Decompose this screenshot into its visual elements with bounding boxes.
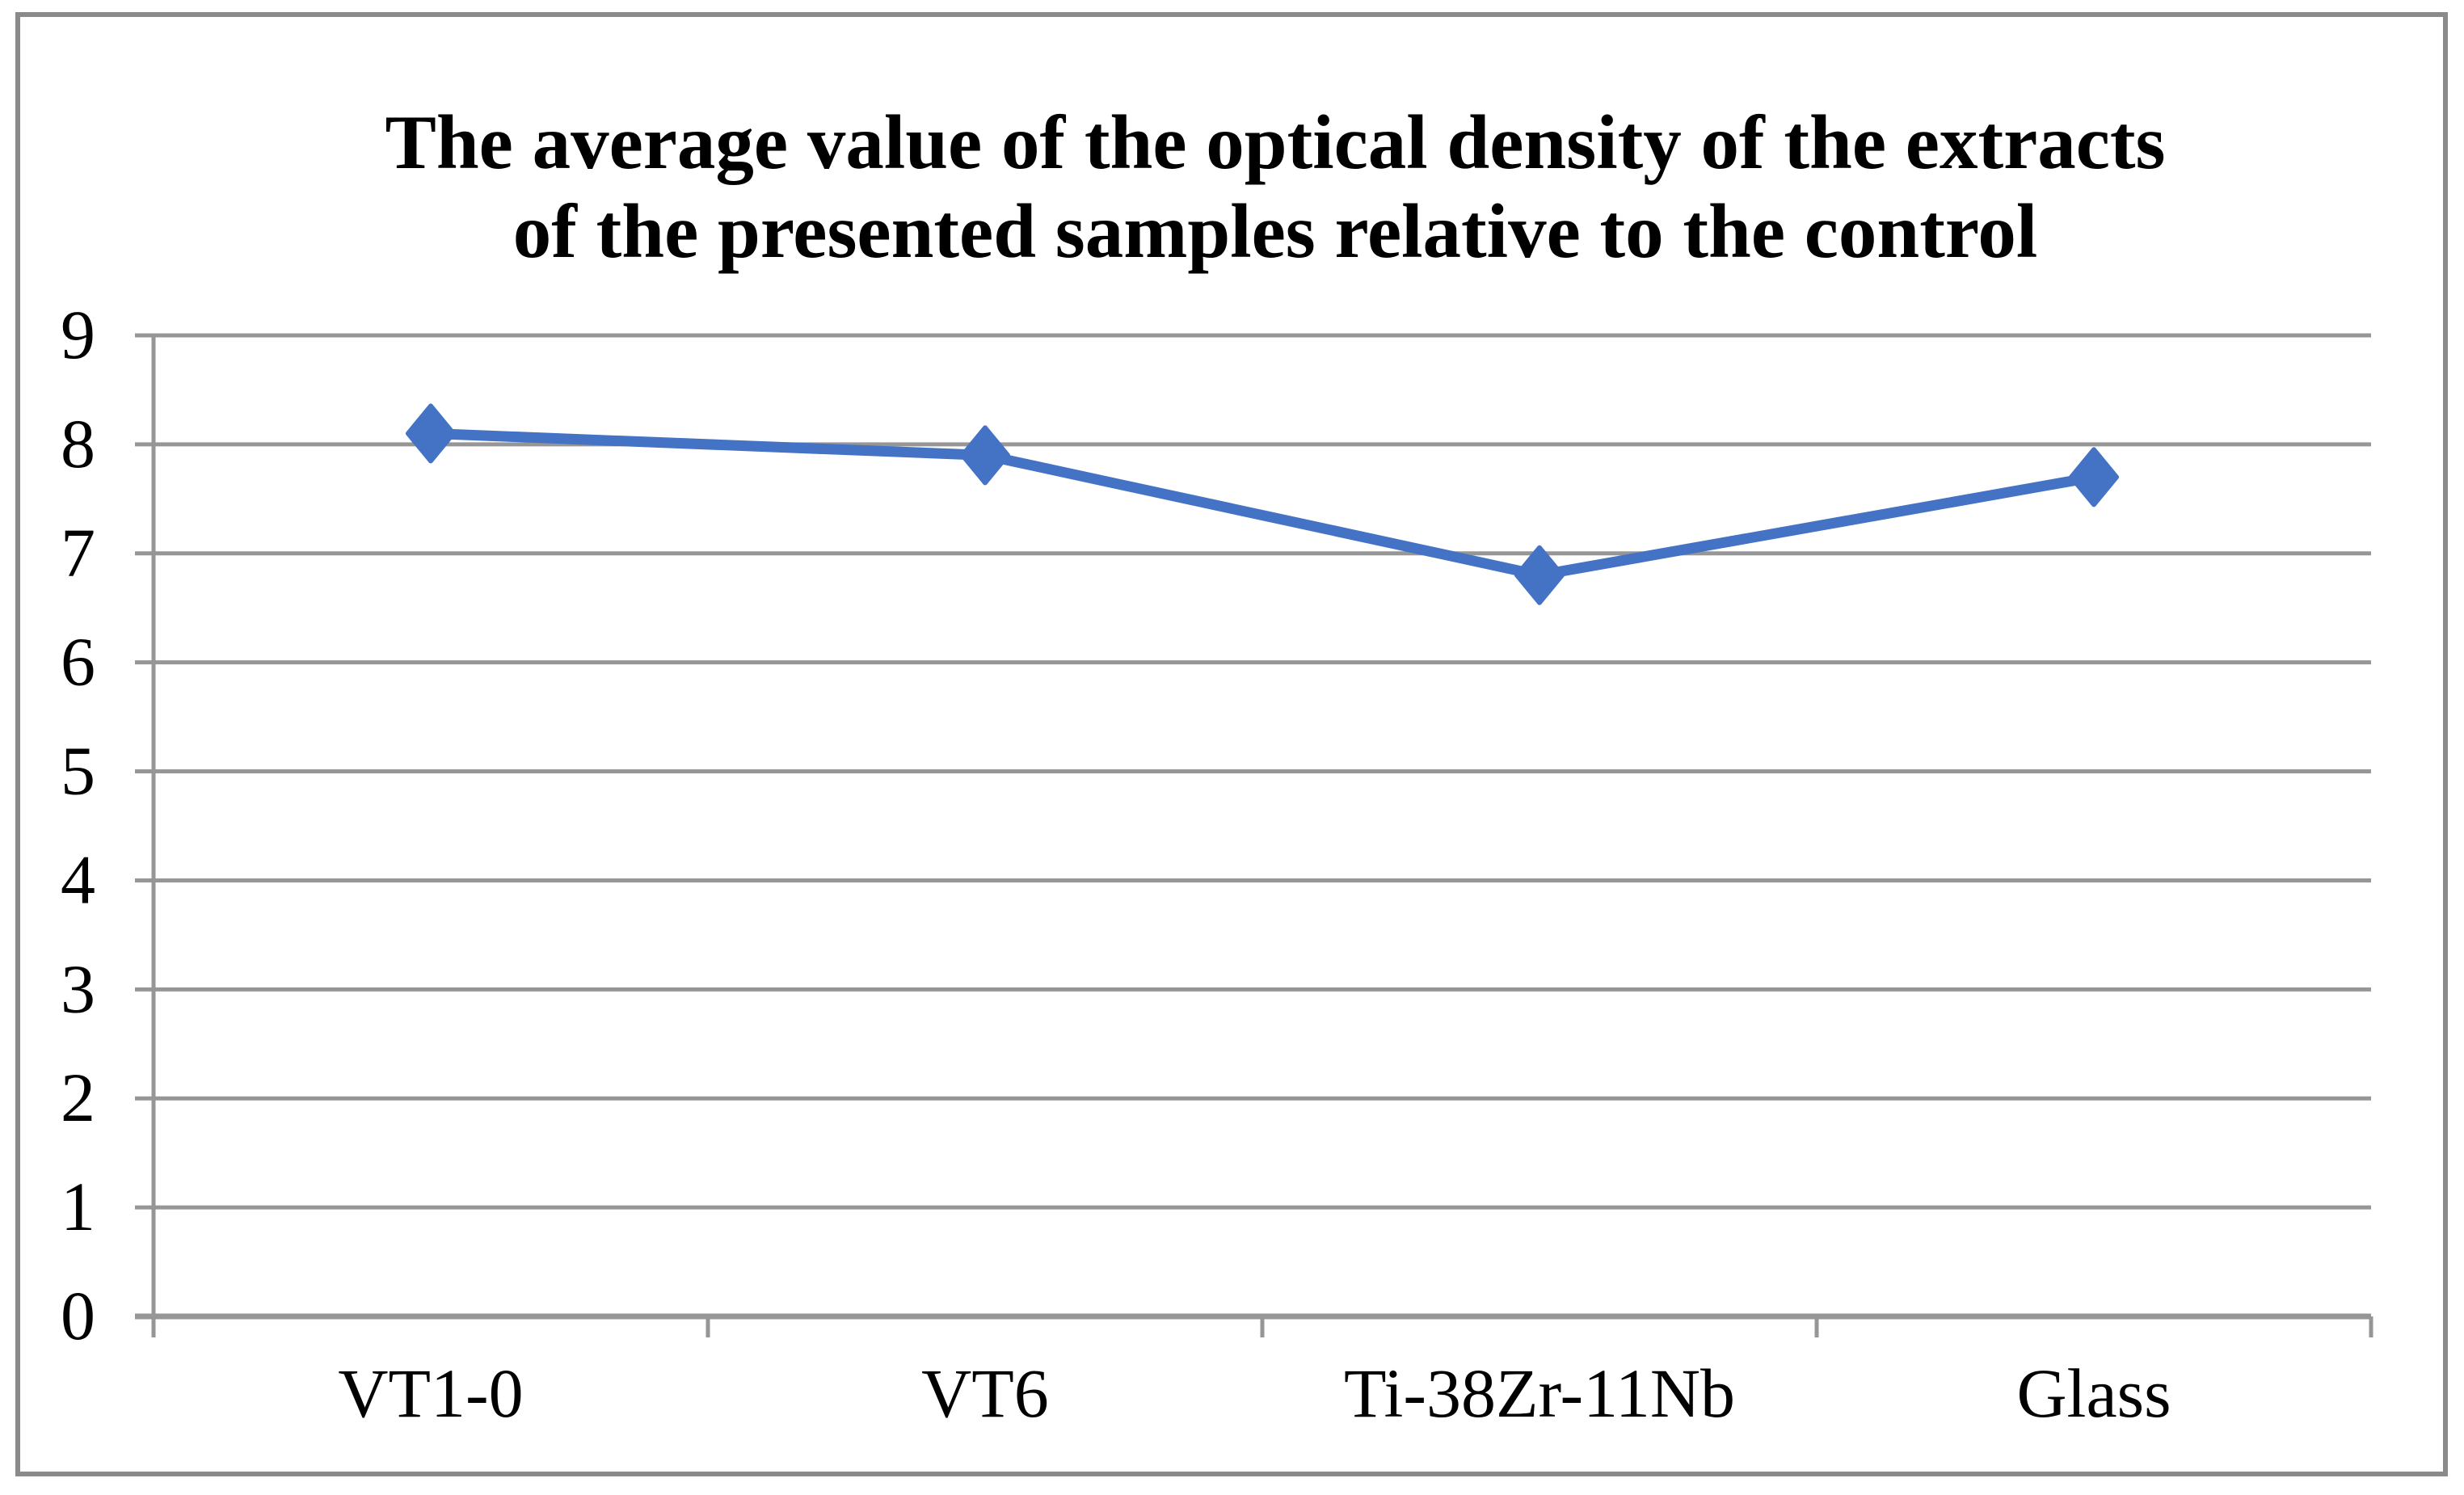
y-tick-label: 4: [61, 840, 95, 918]
data-series-layer: [406, 403, 2119, 605]
x-category-label: Glass: [2016, 1354, 2171, 1432]
data-point-marker: [406, 403, 456, 464]
y-tick-label: 2: [61, 1059, 95, 1136]
x-category-label: Ti-38Zr-11Nb: [1344, 1354, 1735, 1432]
chart-title-line-2: of the presented samples relative to the…: [513, 188, 2038, 274]
y-tick-label: 0: [61, 1277, 95, 1354]
y-tick-label: 6: [61, 623, 95, 701]
y-tick-label: 5: [61, 732, 95, 810]
y-tick-label: 3: [61, 950, 95, 1027]
data-point-marker: [1514, 545, 1565, 605]
y-tick-label: 8: [61, 405, 95, 482]
data-series-line: [430, 427, 2095, 581]
y-tick-label: 7: [61, 514, 95, 592]
gridlines-layer: [135, 333, 2373, 1337]
chart-title-line-1: The average value of the optical density…: [385, 99, 2165, 185]
x-category-label: VT6: [921, 1354, 1049, 1432]
x-category-label: VT1-0: [338, 1354, 523, 1432]
data-point-marker: [960, 425, 1010, 486]
data-point-marker: [2069, 447, 2119, 507]
y-tick-label: 1: [61, 1168, 95, 1245]
chart-outer-border: [15, 12, 2448, 1476]
axis-labels-layer: 0 1 2 3 4 5 6 7 8 9 VT1-0 VT6 Ti-38Zr-11Nb Glass: [61, 296, 2171, 1432]
y-tick-label: 9: [61, 296, 95, 373]
